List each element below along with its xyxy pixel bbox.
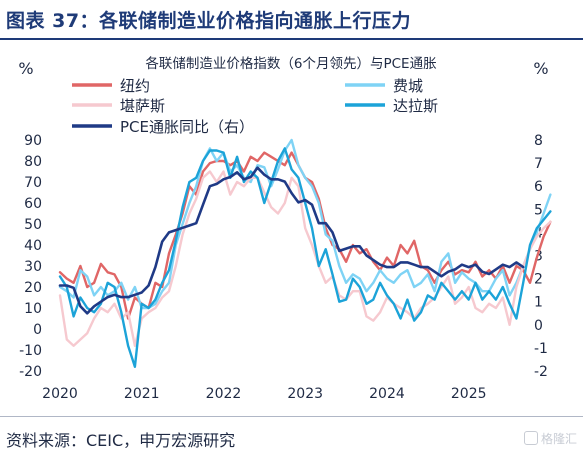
series-line	[58, 170, 552, 347]
x-tick-label: 2024	[369, 386, 405, 402]
left-tick-label: 60	[24, 196, 42, 212]
source-note: 资料来源：CEIC，申万宏源研究	[6, 431, 236, 450]
chart-title: 各联储制造业价格指数（6个月领先）与PCE通胀	[145, 56, 437, 72]
header-bar: 图表 37：各联储制造业价格指向通胀上行压力	[0, 0, 583, 40]
legend-label: 费城	[393, 77, 423, 95]
right-tick-label: -2	[534, 364, 548, 380]
left-tick-label: 40	[24, 238, 42, 254]
x-tick-label: 2025	[451, 386, 487, 402]
right-tick-label: 5	[534, 202, 543, 218]
series-line	[58, 166, 525, 315]
left-tick-label: 70	[24, 175, 42, 191]
left-tick-label: -10	[19, 343, 42, 359]
series-lines	[58, 138, 552, 368]
x-tick-label: 2020	[42, 386, 78, 402]
right-tick-label: 6	[534, 179, 543, 195]
right-tick-label: 2	[534, 272, 543, 288]
axes: % %各联储制造业价格指数（6个月领先）与PCE通胀-20-10010203040…	[18, 56, 548, 402]
legend-label: PCE通胀同比（右）	[120, 118, 254, 136]
legend-label: 达拉斯	[393, 97, 438, 115]
legend-label: 堪萨斯	[120, 97, 165, 115]
footer-divider	[0, 416, 583, 417]
right-axis-unit: %	[533, 59, 548, 78]
left-tick-label: 0	[33, 322, 42, 338]
left-tick-label: 30	[24, 259, 42, 275]
right-tick-label: 0	[534, 318, 543, 334]
left-tick-label: 80	[24, 154, 42, 170]
left-tick-label: 50	[24, 217, 42, 233]
left-tick-label: 20	[24, 280, 42, 296]
legend-label: 纽约	[120, 77, 150, 95]
x-tick-label: 2023	[287, 386, 323, 402]
series-line	[58, 147, 552, 368]
right-tick-label: 7	[534, 156, 543, 172]
left-tick-label: 90	[24, 133, 42, 149]
chart: % %各联储制造业价格指数（6个月领先）与PCE通胀-20-10010203040…	[18, 56, 552, 402]
right-tick-label: -1	[534, 341, 548, 357]
left-axis-unit: %	[18, 59, 33, 78]
figure-title: 图表 37：各联储制造业价格指向通胀上行压力	[6, 10, 412, 32]
watermark-logo-icon	[523, 431, 538, 445]
x-tick-label: 2021	[124, 386, 160, 402]
right-tick-label: 3	[534, 249, 543, 265]
watermark: 格隆汇	[523, 430, 577, 447]
watermark-text: 格隆汇	[540, 432, 577, 446]
left-tick-label: 10	[24, 301, 42, 317]
right-tick-label: 8	[534, 133, 543, 149]
left-tick-label: -20	[19, 364, 42, 380]
right-tick-label: 1	[534, 295, 543, 311]
x-tick-label: 2022	[206, 386, 242, 402]
